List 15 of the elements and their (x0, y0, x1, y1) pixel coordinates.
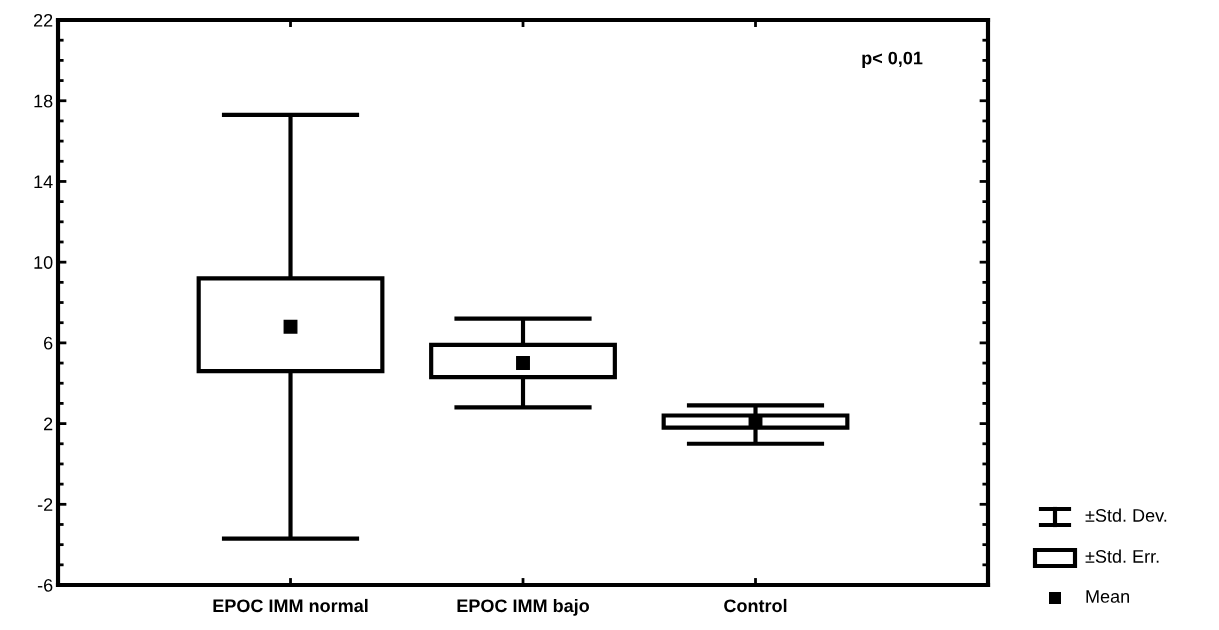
x-tick-label: EPOC IMM bajo (457, 598, 590, 616)
y-tick-label: 18 (34, 94, 53, 108)
y-tick-label: 6 (44, 336, 53, 350)
annotation: p< 0,01 (862, 51, 923, 68)
y-tick-label: 22 (33, 13, 53, 27)
text: ±Std. Dev. (1085, 508, 1167, 522)
y-tick-label: 10 (34, 256, 53, 269)
y-tick-label: 2 (44, 417, 53, 431)
y-tick-label: -2 (37, 498, 53, 511)
y-tick-label: -6 (37, 578, 53, 592)
y-tick-label: 14 (34, 175, 53, 188)
x-tick-label: Control (724, 598, 787, 613)
text: Mean (1086, 590, 1129, 603)
text: ±Std. Err. (1085, 549, 1159, 563)
x-tick-label: EPOC IMM normal (213, 598, 368, 613)
